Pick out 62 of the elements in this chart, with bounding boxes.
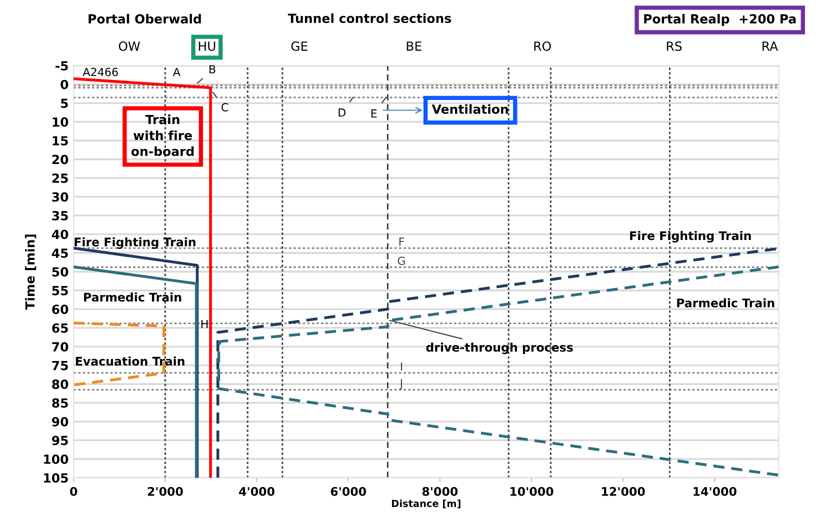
- x-tick-label: 10'000: [510, 486, 554, 496]
- y-tick-label: 65: [52, 323, 68, 333]
- y-tick-label: 5: [61, 98, 68, 108]
- annotation: Evacuation Train: [76, 356, 184, 366]
- y-tick-label: 75: [52, 360, 68, 370]
- y-tick-label: -5: [56, 61, 68, 71]
- y-tick-label: 40: [52, 230, 68, 240]
- y-tick-label: 25: [52, 173, 68, 183]
- y-tick-label: 60: [52, 304, 68, 314]
- annotation: H: [201, 320, 208, 328]
- y-tick-label: 95: [52, 436, 68, 446]
- text: GE: [291, 41, 308, 51]
- text: RS: [666, 41, 682, 51]
- x-axis-title: Distance [m]: [392, 500, 460, 508]
- annotation: D: [338, 108, 346, 117]
- annotation: C: [222, 103, 228, 112]
- x-tick-label: 2'000: [148, 486, 183, 496]
- annotation: A: [172, 68, 180, 76]
- y-tick-label: 105: [44, 473, 68, 483]
- x-tick-label: 12'000: [602, 486, 645, 496]
- annotation: A2466: [82, 68, 118, 76]
- annotation: Ventilation: [432, 104, 508, 114]
- ref-line-label: J: [399, 379, 402, 390]
- text: OW: [118, 41, 140, 51]
- annotation: Parmedic Train: [677, 298, 774, 308]
- y-tick-label: 85: [52, 398, 68, 408]
- x-tick-label: 0: [70, 486, 78, 496]
- y-tick-label: 15: [52, 136, 68, 146]
- y-tick-label: 35: [52, 210, 68, 220]
- text: RA: [762, 42, 778, 51]
- y-tick-label: 30: [52, 192, 68, 202]
- ref-line-label: F: [399, 238, 404, 246]
- annotation: B: [210, 65, 216, 74]
- y-tick-label: 20: [52, 154, 68, 164]
- y-tick-label: 90: [52, 417, 68, 426]
- text: BE: [406, 42, 422, 51]
- y-tick-label: 0: [60, 80, 68, 90]
- x-tick-label: 14'000: [694, 486, 736, 496]
- x-tick-label: 6'000: [330, 486, 366, 496]
- y-tick-label: 100: [44, 454, 68, 464]
- annotation: Train with fire on-board: [131, 114, 194, 156]
- y-tick-label: 50: [52, 267, 68, 277]
- y-axis-title: Time [min]: [25, 234, 36, 310]
- y-tick-label: 70: [52, 342, 68, 352]
- chart-title: Tunnel control sections: [288, 13, 452, 24]
- y-tick-label: 10: [52, 117, 68, 127]
- annotation: Fire Fighting Train: [74, 237, 196, 249]
- x-tick-label: 8'000: [422, 486, 458, 496]
- y-tick-label: 55: [52, 286, 68, 296]
- y-tick-label: 45: [52, 248, 68, 258]
- text: Portal Realp +200 Pa: [644, 14, 796, 26]
- ref-line-label: I: [400, 362, 402, 371]
- x-tick-label: 4'000: [239, 486, 274, 496]
- y-tick-label: 80: [52, 380, 68, 390]
- annotation: Fire Fighting Train: [630, 231, 751, 243]
- text: RO: [534, 41, 551, 51]
- text: Portal Oberwald: [88, 14, 201, 24]
- annotation: E: [371, 109, 377, 118]
- ref-line-label: G: [398, 256, 405, 266]
- annotation: drive-through process: [426, 342, 573, 354]
- text: HU: [198, 42, 216, 51]
- annotation: Parmedic Train: [84, 292, 182, 302]
